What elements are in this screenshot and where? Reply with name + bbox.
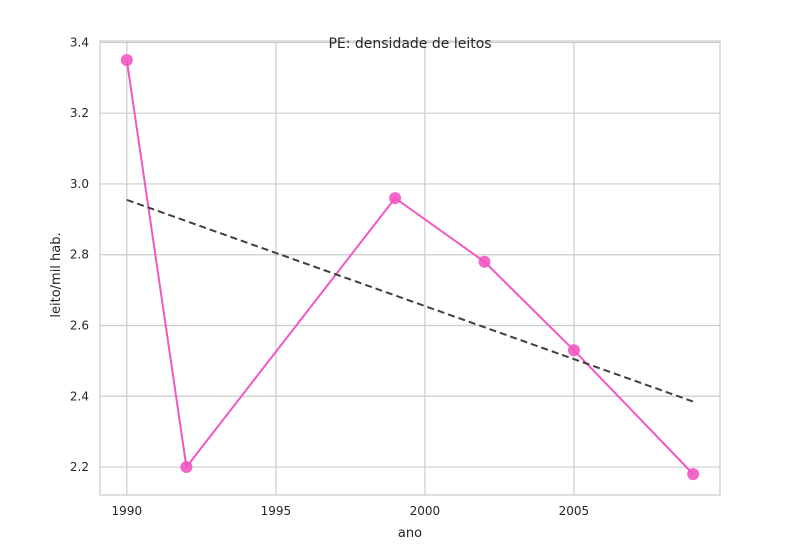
plot-frame [99, 40, 721, 496]
y-tick-label: 2.8 [70, 248, 89, 262]
series-line [125, 59, 694, 475]
tick-labels: 1990 1995 2000 2005 2.2 2.4 2.6 2.8 3.0 3.2 3.4 [70, 35, 589, 518]
chart-title: PE: densidade de leitos [328, 36, 491, 52]
y-tick-label: 2.4 [70, 389, 89, 403]
y-tick-label: 2.2 [70, 460, 89, 474]
x-tick-label: 2005 [559, 504, 590, 518]
y-tick-label: 3.0 [70, 177, 89, 191]
data-point [180, 461, 193, 474]
x-tick-label: 1995 [261, 504, 292, 518]
data-point [687, 468, 700, 481]
y-tick-label: 3.2 [70, 106, 89, 120]
grid [100, 41, 720, 495]
y-tick-label: 3.4 [70, 35, 89, 49]
trend-line [126, 198, 694, 403]
plot-background [100, 41, 720, 495]
data-point [389, 192, 402, 205]
x-axis-label: ano [398, 526, 422, 541]
y-axis-label: leito/mil hab. [49, 232, 64, 317]
x-tick-label: 2000 [410, 504, 441, 518]
data-point [120, 54, 133, 67]
x-tick-label: 1990 [112, 504, 143, 518]
data-point [567, 344, 580, 357]
series-layer [120, 54, 700, 481]
data-point [478, 255, 491, 268]
y-tick-label: 2.6 [70, 319, 89, 333]
